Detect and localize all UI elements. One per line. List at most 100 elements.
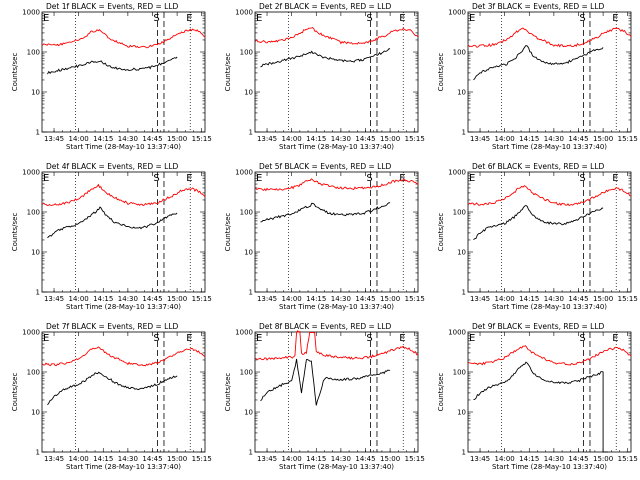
end-marker: E (186, 13, 192, 24)
y-tick-label: 10 (244, 249, 253, 257)
lld-series-line (42, 346, 206, 367)
y-tick-label: 1000 (22, 329, 40, 337)
x-tick-label: 14:15 (93, 295, 113, 303)
y-tick-label: 100 (27, 209, 40, 217)
x-tick-label: 15:15 (405, 295, 425, 303)
start-marker: S (366, 13, 372, 24)
panel-det-2: Det 2f BLACK = Events, RED = LLD 1 10 100 10… (224, 2, 425, 151)
x-tick-label: 14:30 (331, 455, 351, 463)
panel-title: Det 9f BLACK = Events, RED = LLD (472, 322, 605, 331)
events-series-line (260, 358, 391, 406)
y-tick-label: 1000 (235, 169, 253, 177)
start-marker: S (153, 13, 159, 24)
y-tick-label: 1000 (448, 9, 466, 17)
lld-series-line (255, 26, 419, 45)
y-tick-label: 1000 (235, 329, 253, 337)
end-marker: E (43, 13, 49, 24)
y-tick-label: 1000 (448, 329, 466, 337)
x-tick-label: 14:45 (142, 295, 162, 303)
y-axis-label: Counts/sec (437, 213, 445, 252)
x-tick-label: 15:15 (192, 295, 212, 303)
events-series-line (260, 48, 391, 68)
panel-title: Det 3f BLACK = Events, RED = LLD (472, 2, 605, 11)
x-tick-label: 14:15 (306, 135, 326, 143)
events-series-line (260, 202, 391, 223)
x-tick-label: 14:15 (519, 455, 539, 463)
x-tick-label: 14:45 (568, 135, 588, 143)
x-axis-label: Start Time (28-May-10 13:37:40) (279, 463, 394, 471)
x-tick-label: 15:15 (618, 295, 638, 303)
lld-series-line (255, 178, 419, 192)
y-tick-label: 10 (244, 89, 253, 97)
y-axis-label: Counts/sec (11, 53, 19, 92)
x-tick-label: 15:15 (405, 455, 425, 463)
x-tick-label: 15:00 (593, 295, 613, 303)
end-marker: E (186, 333, 192, 344)
x-tick-label: 15:15 (618, 455, 638, 463)
start-marker: S (153, 173, 159, 184)
y-tick-label: 10 (31, 249, 40, 257)
end-marker: E (43, 173, 49, 184)
plot-frame (467, 11, 632, 133)
y-axis-label: Counts/sec (11, 213, 19, 252)
end-marker: E (256, 333, 262, 344)
x-axis-label: Start Time (28-May-10 13:37:40) (492, 463, 607, 471)
y-tick-label: 1000 (22, 9, 40, 17)
panel-det-5: Det 5f BLACK = Events, RED = LLD 1 10 100 10… (224, 162, 425, 311)
panel-det-3: Det 3f BLACK = Events, RED = LLD 1 10 100 10… (437, 2, 638, 151)
events-series-line (473, 205, 604, 240)
y-tick-label: 100 (27, 49, 40, 57)
panel-title: Det 5f BLACK = Events, RED = LLD (259, 162, 392, 171)
end-marker: E (469, 13, 475, 24)
panel-title: Det 2f BLACK = Events, RED = LLD (259, 2, 392, 11)
x-tick-label: 14:15 (306, 455, 326, 463)
x-tick-label: 14:45 (568, 295, 588, 303)
x-tick-label: 14:00 (69, 295, 89, 303)
y-tick-label: 1 (36, 449, 40, 457)
x-tick-label: 14:00 (69, 455, 89, 463)
x-axis-label: Start Time (28-May-10 13:37:40) (492, 143, 607, 151)
y-axis-label: Counts/sec (224, 373, 232, 412)
x-axis-label: Start Time (28-May-10 13:37:40) (279, 303, 394, 311)
end-marker: E (612, 173, 618, 184)
x-axis-label: Start Time (28-May-10 13:37:40) (279, 143, 394, 151)
end-marker: E (256, 173, 262, 184)
x-tick-label: 14:15 (519, 135, 539, 143)
lld-series-line (468, 27, 632, 48)
events-series-line (47, 206, 178, 239)
x-tick-label: 14:30 (331, 135, 351, 143)
y-tick-label: 1 (36, 129, 40, 137)
end-marker: E (399, 13, 405, 24)
panel-det-6: Det 6f BLACK = Events, RED = LLD 1 10 100 10… (437, 162, 638, 311)
panel-title: Det 7f BLACK = Events, RED = LLD (46, 322, 179, 331)
start-marker: S (366, 333, 372, 344)
x-tick-label: 13:45 (44, 295, 64, 303)
y-tick-label: 1 (249, 289, 253, 297)
x-tick-label: 15:00 (380, 295, 400, 303)
y-tick-label: 100 (240, 49, 253, 57)
panel-title: Det 4f BLACK = Events, RED = LLD (46, 162, 179, 171)
y-tick-label: 10 (457, 249, 466, 257)
panel-title: Det 8f BLACK = Events, RED = LLD (259, 322, 392, 331)
x-tick-label: 14:00 (69, 135, 89, 143)
y-tick-label: 1 (36, 289, 40, 297)
x-tick-label: 14:30 (118, 455, 138, 463)
x-tick-label: 14:30 (331, 295, 351, 303)
end-marker: E (399, 173, 405, 184)
lld-series-line (42, 28, 206, 49)
y-tick-label: 10 (457, 89, 466, 97)
start-marker: S (366, 173, 372, 184)
panel-det-9: Det 9f BLACK = Events, RED = LLD 1 10 100 10… (437, 322, 638, 471)
y-tick-label: 1 (462, 449, 466, 457)
y-tick-label: 1 (249, 449, 253, 457)
plot-frame (41, 331, 206, 453)
panel-det-1: Det 1f BLACK = Events, RED = LLD 1 10 100 10… (11, 2, 212, 151)
x-tick-label: 15:00 (167, 295, 187, 303)
x-axis-label: Start Time (28-May-10 13:37:40) (492, 303, 607, 311)
x-tick-label: 14:30 (544, 295, 564, 303)
plot-frame (41, 171, 206, 293)
panel-det-4: Det 4f BLACK = Events, RED = LLD 1 10 100 10… (11, 162, 212, 311)
lld-series-line (42, 183, 206, 207)
y-tick-label: 10 (31, 409, 40, 417)
y-tick-label: 1000 (448, 169, 466, 177)
